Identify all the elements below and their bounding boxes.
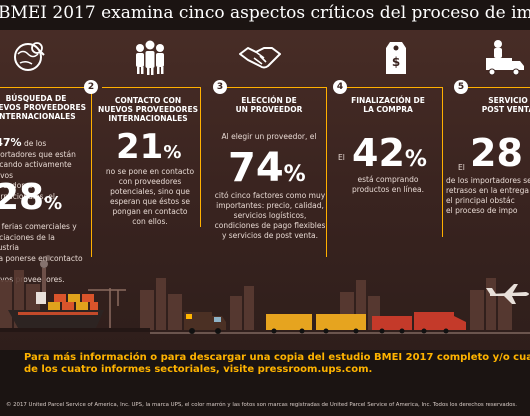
stat-percent: 74%: [228, 145, 306, 191]
stat-percent: 42%: [352, 131, 427, 175]
delivery-truck-person-icon: [486, 40, 524, 76]
section-text: Al elegir un proveedor, el: [221, 132, 317, 141]
section-text: está comprando productos en línea.: [352, 175, 424, 194]
footer: [0, 350, 530, 416]
border-line: [0, 87, 90, 88]
step-number: 5: [454, 80, 468, 94]
section-text: El: [338, 153, 345, 162]
airplane-icon: [486, 284, 529, 304]
section-text: El: [458, 163, 465, 172]
section-heading: BÚSQUEDA DENUEVOS PROVEEDORESINTERNACION…: [0, 94, 86, 121]
section-heading: SERVICIO POST VENTA: [481, 96, 530, 114]
stat-percent: 28%: [0, 177, 63, 218]
border-line: [221, 87, 326, 88]
logistics-illustration: [0, 255, 530, 334]
border-line: [340, 87, 442, 88]
price-tag-icon: $: [386, 42, 406, 74]
border-line: [442, 87, 443, 237]
section-heading: FINALIZACIÓN DE LA COMPRA: [351, 96, 425, 114]
section-text: de los importadores se retrasos en la en…: [446, 176, 530, 215]
section-heading: CONTACTO CON NUEVOS PROVEEDORES INTERNACIO…: [98, 96, 198, 123]
step-number: 2: [84, 80, 98, 94]
delivery-truck-icon: [184, 312, 226, 334]
border-line: [102, 87, 200, 88]
section-text: no se pone en contacto con proveedores p…: [105, 167, 195, 226]
people-group-icon: [136, 40, 164, 75]
border-line: [91, 87, 92, 257]
cargo-ship-icon: [8, 292, 104, 328]
svg-text:$: $: [392, 55, 400, 69]
border-line: [462, 87, 530, 88]
stat-percent: 28: [470, 131, 523, 175]
stat-percent: 21%: [116, 127, 182, 167]
crane-icon: [88, 288, 126, 332]
border-line: [326, 87, 327, 257]
step-number: 3: [213, 80, 227, 94]
copyright-notice: © 2017 United Parcel Service of America,…: [6, 402, 517, 408]
title-bar: [0, 0, 530, 30]
handshake-icon: [239, 47, 281, 69]
border-line: [200, 87, 201, 227]
section-heading: ELECCIÓN DE UN PROVEEDOR: [235, 96, 303, 114]
globe-search-icon: [14, 42, 45, 71]
freight-train-icon: [266, 312, 466, 334]
section-text: citó cinco factores como muy importantes…: [214, 191, 326, 240]
footer-call-to-action: Para más información o para descargar un…: [24, 352, 530, 375]
page-title: BMEI 2017 examina cinco aspectos crítico…: [0, 3, 530, 23]
section-text: usa ferias comerciales y asociaciones de…: [0, 222, 83, 284]
step-number: 4: [333, 80, 347, 94]
section-text: El 47% de los importadores que están bus…: [0, 136, 76, 201]
